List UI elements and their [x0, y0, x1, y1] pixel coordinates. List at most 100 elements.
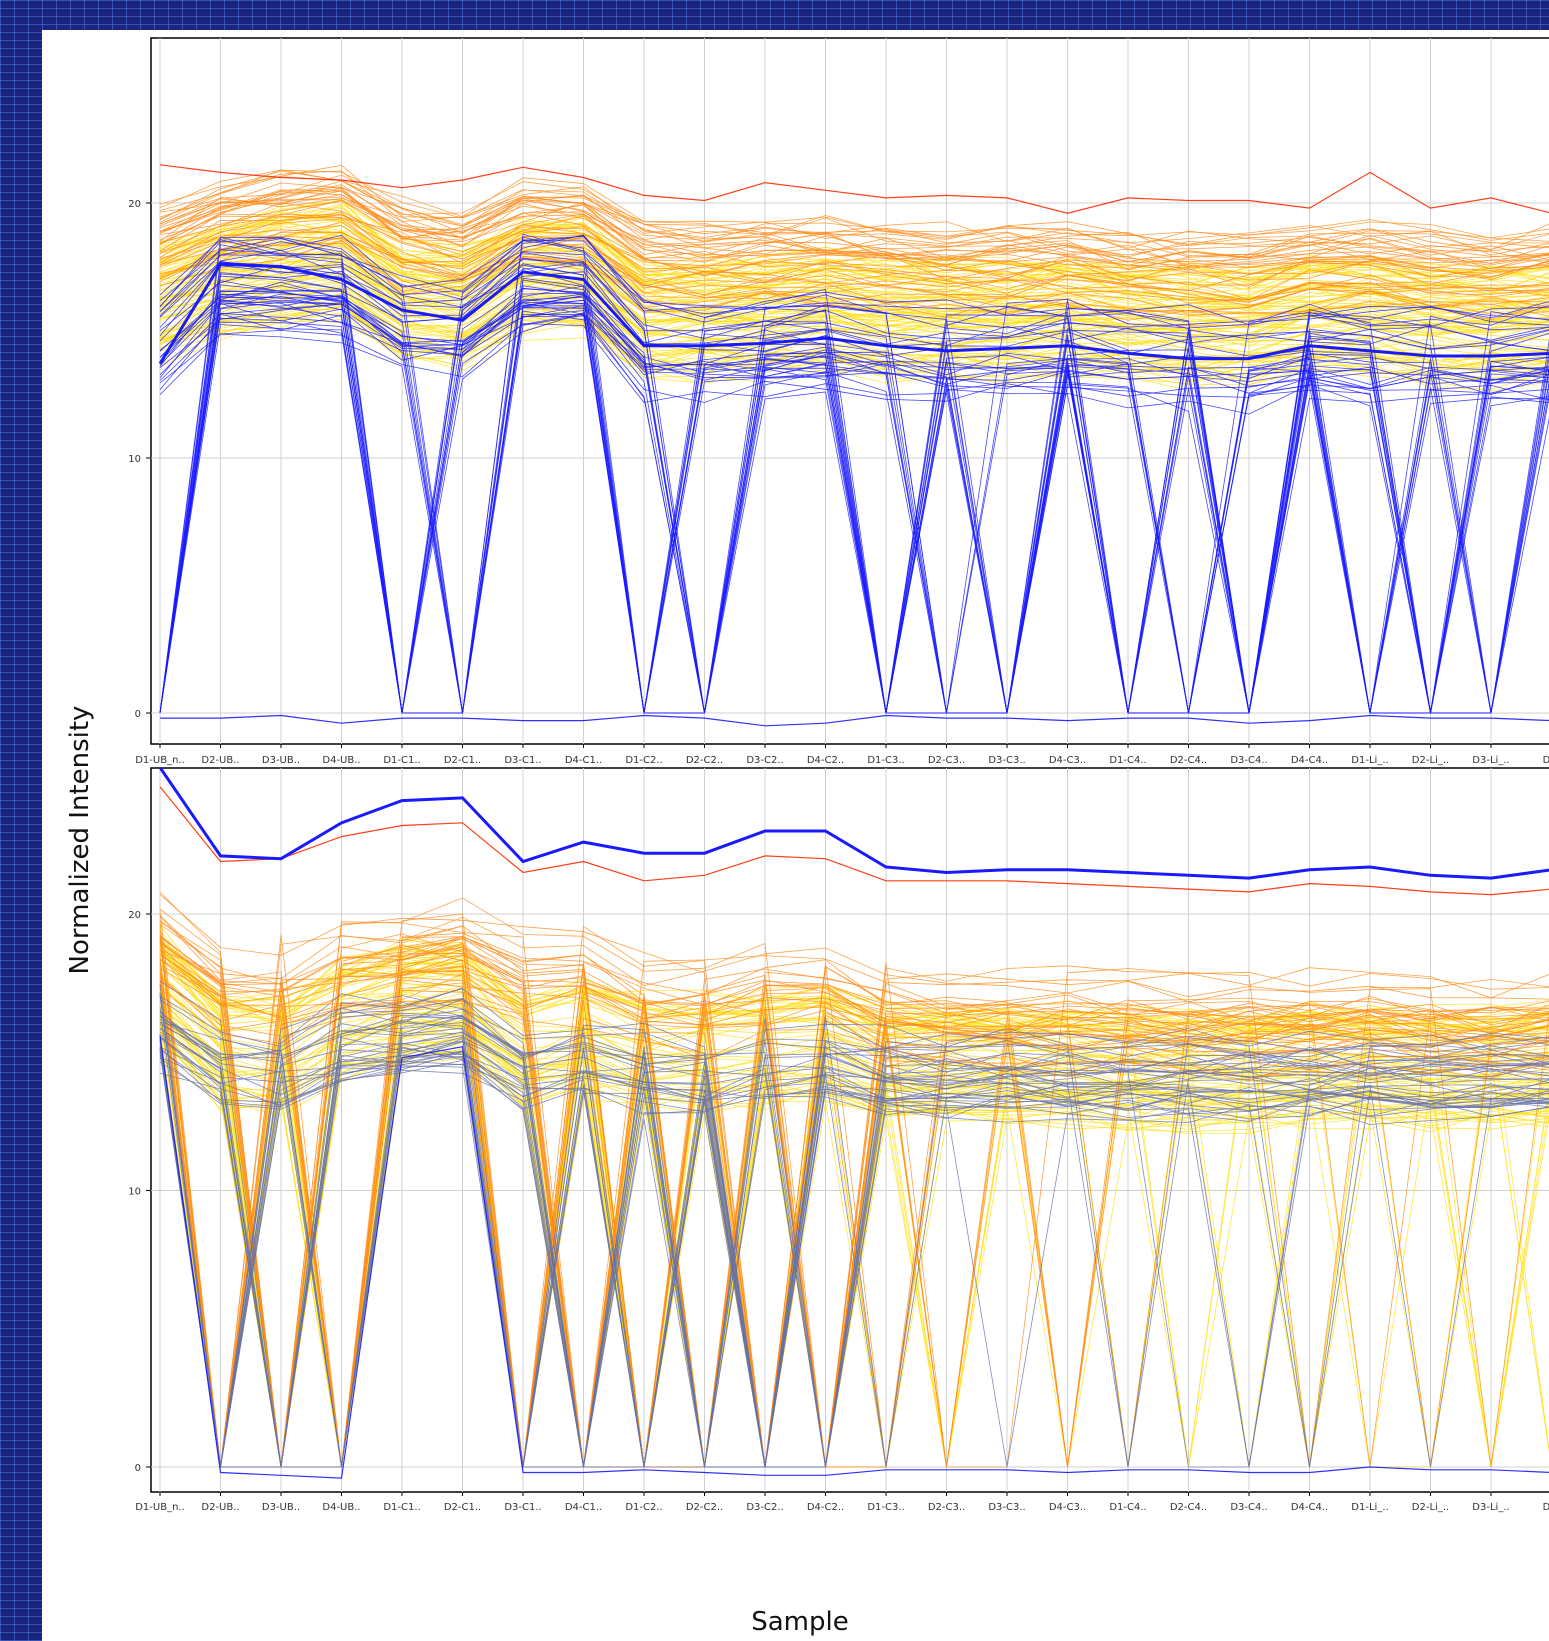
- series-line: [159, 169, 1549, 249]
- series-line: [159, 303, 1549, 714]
- x-tick-label: D1-C3..: [867, 1502, 904, 1513]
- x-tick-label: D1-C2..: [625, 1502, 662, 1513]
- series-line: [159, 244, 1549, 714]
- series-line: [159, 1006, 1549, 1468]
- x-tick-label: D4-C4..: [1291, 755, 1328, 766]
- series-line: [159, 323, 1549, 714]
- series-line: [159, 292, 1549, 714]
- series-line: [159, 235, 1549, 303]
- x-tick-label: D2-Li_..: [1412, 1502, 1449, 1513]
- series-line: [159, 235, 1549, 714]
- series-line: [159, 204, 1549, 286]
- top-series-line: [159, 786, 1549, 896]
- series-line: [159, 274, 1549, 347]
- series-line: [159, 994, 1549, 1468]
- x-tick-label: D4-C2..: [807, 755, 844, 766]
- series-line: [159, 944, 1549, 1468]
- x-tick-label: D2-C2..: [686, 1502, 723, 1513]
- x-tick-label: D4-C3..: [1049, 1502, 1086, 1513]
- series-line: [159, 1052, 1549, 1468]
- y-tick-label: 10: [128, 1187, 141, 1198]
- x-tick-label: D1-C4..: [1109, 1502, 1146, 1513]
- series-line: [159, 1036, 1549, 1468]
- series-line: [159, 971, 1549, 1468]
- x-tick-label: D4-C3..: [1049, 755, 1086, 766]
- x-tick-label: D4-UB..: [322, 1502, 360, 1513]
- x-tick-label: D2-C1..: [444, 1502, 481, 1513]
- series-lines: [158, 768, 1549, 1479]
- series-line: [159, 954, 1549, 1468]
- series-line: [159, 240, 1549, 323]
- series-line: [159, 1012, 1549, 1468]
- series-line: [159, 213, 1549, 285]
- series-line: [159, 260, 1549, 714]
- series-line: [159, 264, 1549, 714]
- highlight-series-line: [158, 262, 1549, 365]
- series-line: [159, 300, 1549, 714]
- chart-panel: 0 10 20 D1-UB_n.. D2-UB.. D3-UB.. D4-UB.. D1-C1…: [42, 30, 1549, 1641]
- x-tick-label: D1-C1..: [383, 755, 420, 766]
- x-tick-label: D2-C3..: [928, 1502, 965, 1513]
- y-axis-title: Normalized Intensity: [65, 706, 95, 975]
- series-line: [159, 1027, 1549, 1468]
- top-panel: 0 10 20 D1-UB_n.. D2-UB.. D3-UB.. D4-UB.. D1-C1…: [128, 37, 1549, 766]
- x-tick-label: D1-C3..: [867, 755, 904, 766]
- series-line: [159, 1049, 1549, 1468]
- series-line: [159, 182, 1549, 256]
- series-lines: [158, 164, 1549, 727]
- x-tick-label: D2-C4..: [1170, 755, 1207, 766]
- series-line: [159, 214, 1549, 292]
- plot-frame: [150, 767, 1549, 1493]
- series-line: [159, 1006, 1549, 1468]
- y-tick-label: 20: [128, 199, 141, 210]
- y-tick-label: 10: [128, 454, 141, 465]
- series-line: [159, 258, 1549, 321]
- series-line: [159, 261, 1549, 714]
- series-line: [159, 176, 1549, 245]
- y-tick-label: 20: [128, 910, 141, 921]
- x-tick-label: D2-C3..: [928, 755, 965, 766]
- series-line: [159, 908, 1549, 1468]
- series-line: [159, 190, 1549, 264]
- series-line: [159, 174, 1549, 256]
- series-line: [159, 279, 1549, 714]
- series-line: [159, 296, 1549, 714]
- y-tick-label: 0: [135, 709, 141, 720]
- x-tick-label: D1-UB_n..: [135, 1502, 185, 1513]
- series-line: [159, 232, 1549, 315]
- series-line: [159, 916, 1549, 1468]
- x-tick-label: D1-Li_..: [1351, 1502, 1388, 1513]
- series-line: [159, 915, 1549, 1468]
- x-tick-label: D3-C3..: [988, 755, 1025, 766]
- series-line: [159, 1055, 1549, 1468]
- series-line: [159, 984, 1549, 1468]
- x-tick-label: D4-C4..: [1291, 1502, 1328, 1513]
- series-line: [159, 214, 1549, 286]
- series-line: [159, 237, 1549, 314]
- series-line: [159, 1016, 1549, 1468]
- x-tick-label: D4-C1..: [565, 755, 602, 766]
- x-tick-label: D3-UB..: [262, 1502, 300, 1513]
- series-line: [159, 949, 1549, 1468]
- series-line: [159, 295, 1549, 714]
- series-line: [159, 238, 1549, 714]
- series-line: [159, 954, 1549, 1468]
- x-tick-label: D2-C1..: [444, 755, 481, 766]
- x-tick-label: D3-C1..: [504, 755, 541, 766]
- x-tick-label: D4-: [1543, 755, 1549, 766]
- series-line: [159, 263, 1549, 714]
- series-line: [159, 236, 1549, 714]
- x-tick-label: D4-UB..: [322, 755, 360, 766]
- series-line: [159, 923, 1549, 1468]
- series-line: [159, 941, 1549, 1468]
- series-line: [159, 1014, 1549, 1468]
- series-line: [159, 236, 1549, 714]
- series-line: [159, 1037, 1549, 1468]
- x-tick-label: D4-: [1543, 1502, 1549, 1513]
- series-line: [159, 1037, 1549, 1468]
- x-tick-label: D4-C1..: [565, 1502, 602, 1513]
- highlight-series-line: [158, 768, 1549, 880]
- series-line: [159, 921, 1549, 1468]
- series-line: [159, 257, 1549, 714]
- series-line: [159, 1014, 1549, 1468]
